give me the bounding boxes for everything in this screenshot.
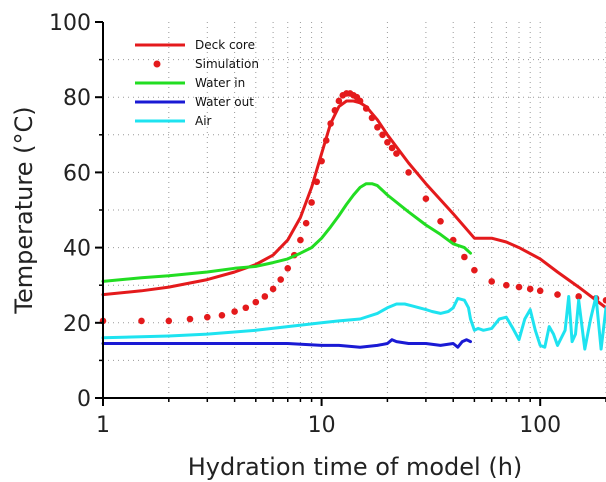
data-point	[231, 308, 238, 315]
data-point	[536, 287, 544, 295]
y-tick-label: 40	[63, 237, 91, 262]
data-point	[515, 283, 523, 291]
y-tick-label: 100	[49, 11, 91, 36]
data-point	[602, 296, 606, 304]
data-point	[138, 317, 145, 325]
data-point	[269, 285, 277, 293]
data-point	[203, 313, 211, 321]
data-point	[313, 178, 321, 186]
series-layer	[99, 90, 606, 351]
legend-item: Simulation	[153, 57, 259, 71]
data-point	[405, 169, 412, 176]
data-point	[384, 139, 391, 146]
data-point	[186, 315, 194, 323]
legend-label: Water out	[195, 95, 254, 109]
data-point	[374, 123, 381, 131]
data-point	[393, 150, 400, 157]
series-line-water-out	[101, 338, 472, 349]
data-point	[327, 120, 334, 127]
data-point	[302, 219, 310, 227]
x-tick-label: 10	[308, 413, 336, 438]
data-point	[218, 311, 226, 319]
y-axis-title: Temperature (°C)	[10, 106, 38, 314]
legend-label: Simulation	[195, 57, 259, 71]
data-point	[503, 281, 510, 289]
axes	[95, 21, 606, 406]
data-point	[488, 278, 495, 285]
data-point	[331, 107, 339, 114]
y-tick-label: 20	[63, 312, 91, 337]
y-tick-label: 60	[63, 161, 91, 186]
data-point	[471, 266, 478, 274]
y-tick-label: 80	[63, 86, 91, 111]
legend-swatch	[153, 60, 161, 68]
data-point	[362, 105, 370, 112]
data-point	[388, 144, 396, 152]
legend: Deck core Simulation Water in Water out Air	[135, 38, 259, 128]
data-point	[252, 298, 260, 306]
legend-item: Deck core	[135, 38, 255, 52]
data-point	[356, 97, 364, 105]
data-point	[461, 253, 468, 261]
x-tick-label: 100	[519, 413, 561, 438]
data-point	[322, 137, 330, 144]
data-point	[335, 97, 343, 105]
tick-labels: 1 10 100 0 20 40 60 80 100	[49, 11, 561, 438]
y-tick-label: 0	[77, 387, 91, 412]
data-point	[422, 195, 430, 203]
data-point	[554, 291, 561, 298]
data-point	[379, 131, 386, 139]
data-point	[277, 276, 285, 283]
legend-item: Air	[135, 114, 212, 128]
x-tick-label: 1	[96, 413, 110, 438]
legend-label: Deck core	[195, 38, 255, 52]
x-axis-title: Hydration time of model (h)	[188, 453, 523, 481]
data-point	[575, 293, 582, 300]
data-point	[297, 236, 304, 244]
legend-item: Water in	[135, 76, 245, 90]
data-point	[368, 114, 376, 122]
data-point	[261, 293, 269, 300]
series-line-water-in	[101, 182, 472, 283]
data-point	[242, 304, 250, 312]
legend-label: Air	[195, 114, 212, 128]
data-point	[308, 199, 315, 206]
legend-label: Water in	[195, 76, 245, 90]
data-point	[165, 317, 173, 325]
data-point	[318, 157, 325, 165]
series-line-air	[101, 295, 606, 351]
data-point	[284, 264, 292, 272]
legend-item: Water out	[135, 95, 254, 109]
data-point	[437, 217, 444, 225]
data-point	[526, 285, 534, 293]
